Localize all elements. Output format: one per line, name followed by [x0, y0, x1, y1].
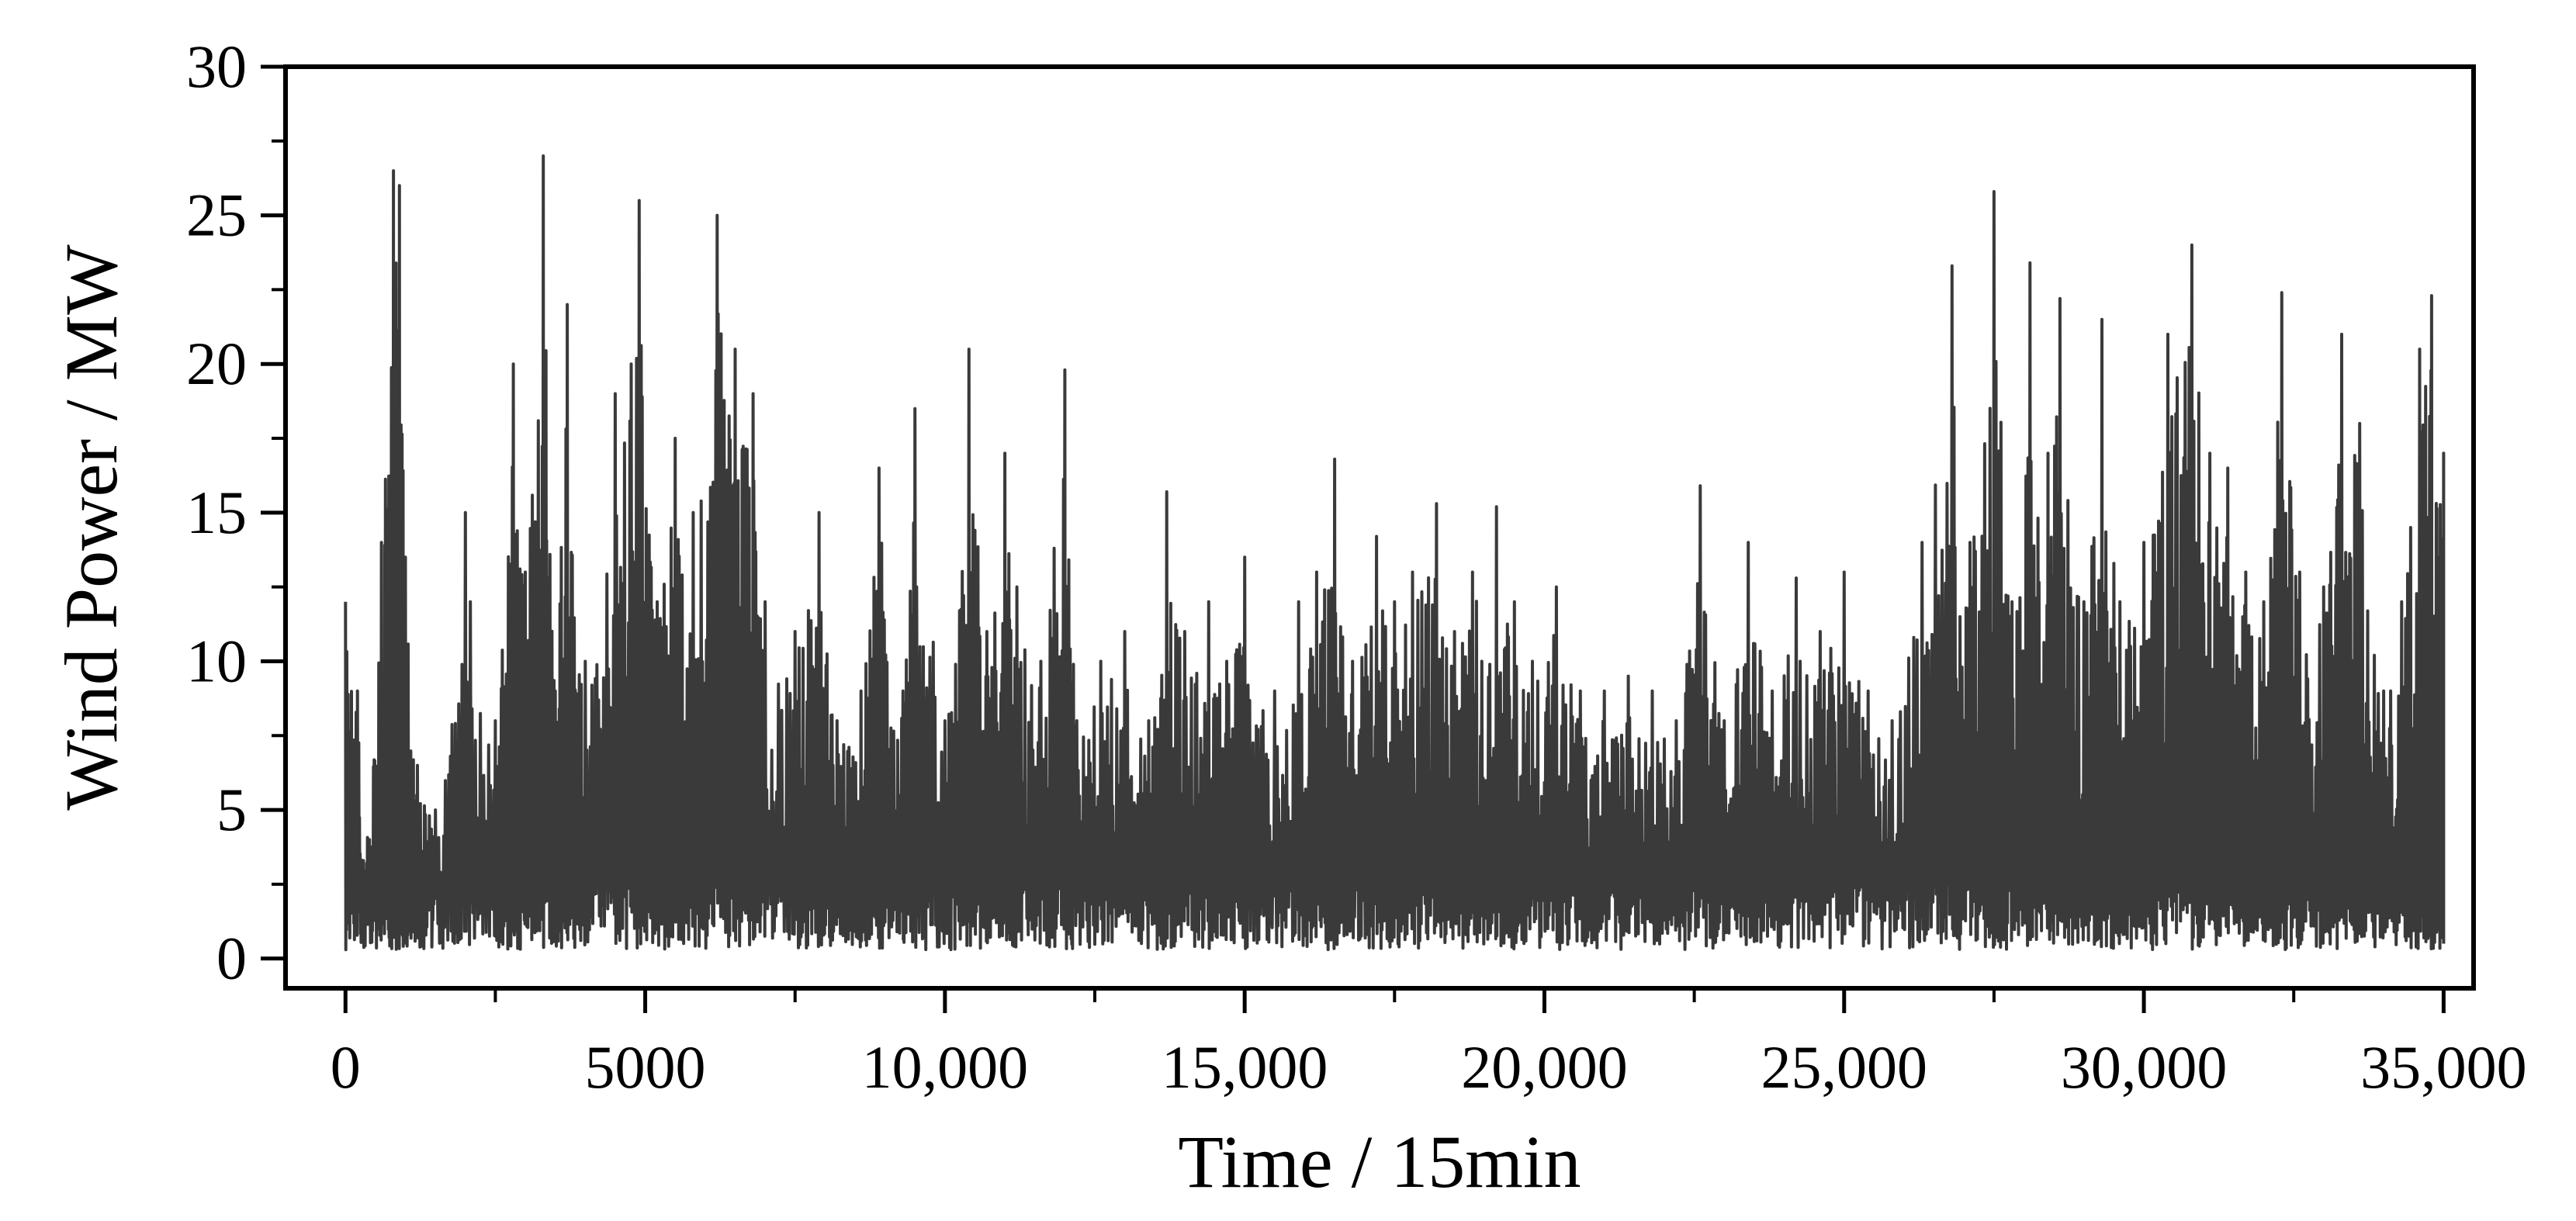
y-axis-ticks: 0 5 10 15 20 25 30 [186, 33, 286, 992]
x-axis-title: Time / 15min [1178, 1120, 1581, 1203]
y-tick-label: 10 [186, 627, 247, 694]
x-tick-label: 15,000 [1162, 1033, 1328, 1101]
plot-frame [283, 64, 2476, 991]
x-tick-label: 10,000 [862, 1033, 1029, 1101]
x-axis-ticks: 0 5000 10,000 15,000 20,000 25,000 30,000 35,00… [331, 988, 2527, 1101]
y-tick-label: 0 [216, 925, 247, 992]
y-axis-title: Wind Power / MW [50, 244, 133, 811]
x-tick-label: 20,000 [1461, 1033, 1628, 1101]
y-tick-label: 5 [216, 776, 247, 843]
x-tick-label: 0 [331, 1033, 361, 1101]
x-tick-label: 5000 [585, 1033, 706, 1101]
x-tick-label: 35,000 [2360, 1033, 2527, 1101]
y-tick-label: 25 [186, 182, 247, 249]
series-line-0 [344, 154, 2446, 952]
x-tick-label: 25,000 [1761, 1033, 1928, 1101]
x-tick-label: 30,000 [2061, 1033, 2228, 1101]
series-layer [344, 154, 2446, 952]
y-tick-label: 30 [186, 33, 247, 100]
y-tick-label: 20 [186, 330, 247, 397]
y-tick-label: 15 [186, 479, 247, 546]
